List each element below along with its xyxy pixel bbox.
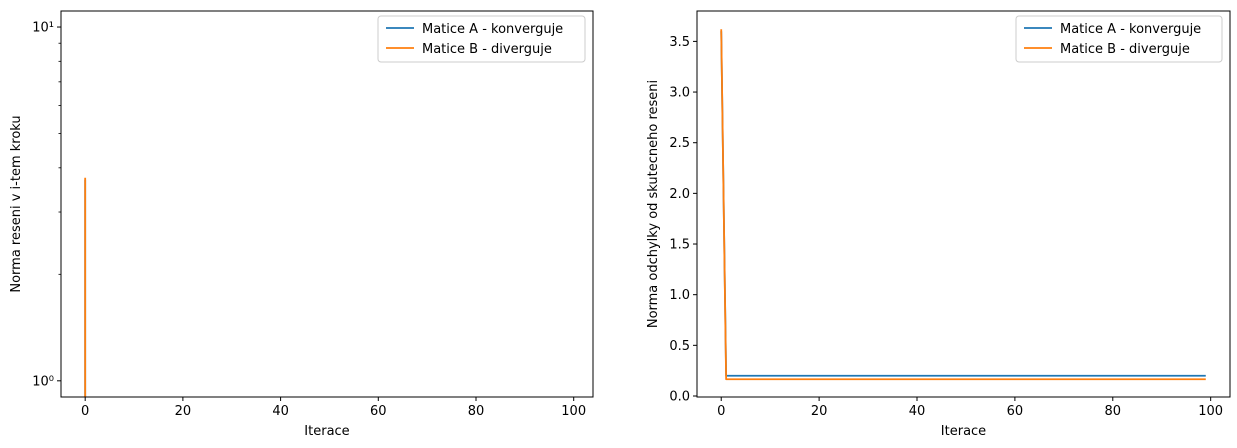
- x-tick-label: 100: [561, 404, 586, 419]
- series-group: [720, 29, 1206, 381]
- x-tick-label: 0: [717, 404, 725, 419]
- legend-box: [377, 15, 586, 63]
- y-axis-label: Norma odchylky od skutecneho reseni: [646, 80, 661, 328]
- series-group: [84, 177, 87, 397]
- x-tick-label: 60: [370, 404, 387, 419]
- x-tick-label: 0: [81, 404, 89, 419]
- y-tick-label: 10¹: [32, 21, 54, 36]
- x-tick-label: 20: [811, 404, 828, 419]
- y-tick-label: 0.5: [669, 339, 690, 354]
- y-axis-label: Norma reseni v i-tem kroku: [9, 115, 24, 292]
- left-chart-panel: 0 20 40 60 80 100 10⁰ 10¹ Iterace Norma reseni v …: [9, 10, 594, 439]
- legend: Matice A - konverguje Matice B - diverguj…: [377, 15, 586, 63]
- legend-label-matice-a: Matice A - konverguje: [1060, 22, 1201, 37]
- series-line-matice-a: [84, 179, 87, 397]
- series-line-matice-b: [720, 29, 1206, 381]
- x-axis-label: Iterace: [304, 424, 349, 439]
- x-axis-label: Iterace: [941, 424, 986, 439]
- x-tick-label: 40: [909, 404, 926, 419]
- legend-label-matice-a: Matice A - konverguje: [422, 22, 563, 37]
- legend-label-matice-b: Matice B - diverguje: [1060, 42, 1190, 57]
- y-tick-label: 3.5: [669, 35, 690, 50]
- x-tick-label: 100: [1198, 404, 1223, 419]
- x-tick-label: 40: [272, 404, 289, 419]
- legend-box: [1015, 15, 1223, 63]
- y-tick-label: 0.0: [669, 389, 690, 404]
- y-tick-label: 2.0: [669, 187, 690, 202]
- axes-frame: [60, 10, 594, 398]
- x-tick-label: 60: [1007, 404, 1024, 419]
- y-tick-label: 1.0: [669, 288, 690, 303]
- legend-label-matice-b: Matice B - diverguje: [422, 42, 552, 57]
- axes-frame: [696, 10, 1231, 398]
- right-chart-panel: 0 20 40 60 80 100 0.0 0.5 1.0 1.5 2.0 2.5 3.0 3.5 Iter…: [646, 10, 1231, 439]
- y-tick-label: 1.5: [669, 238, 690, 253]
- y-tick-label: 2.5: [669, 136, 690, 151]
- x-tick-label: 80: [1105, 404, 1122, 419]
- legend: Matice A - konverguje Matice B - diverguj…: [1015, 15, 1223, 63]
- x-tick-label: 20: [175, 404, 192, 419]
- x-tick-label: 80: [468, 404, 485, 419]
- y-tick-label: 3.0: [669, 86, 690, 101]
- y-tick-label: 10⁰: [32, 374, 54, 389]
- series-line-matice-a: [720, 31, 1206, 377]
